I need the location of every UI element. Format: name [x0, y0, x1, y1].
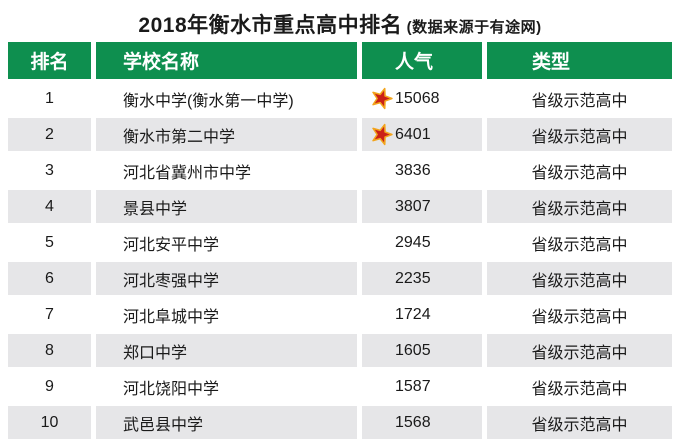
- star-placeholder: [369, 230, 395, 256]
- star-placeholder: [369, 158, 395, 184]
- type-cell: 省级示范高中: [487, 406, 672, 439]
- popularity-cell: 1587: [362, 370, 482, 403]
- type-cell: 省级示范高中: [487, 190, 672, 223]
- popularity-cell: 1605: [362, 334, 482, 367]
- star-placeholder: [369, 194, 395, 220]
- rank-cell: 5: [45, 233, 54, 251]
- type-cell: 省级示范高中: [487, 262, 672, 295]
- star-placeholder: [369, 302, 395, 328]
- popularity-value: 6401: [395, 125, 431, 143]
- table-row: 2 衡水市第二中学 6401 省级示范高中: [8, 118, 672, 151]
- popularity-cell: 1724: [362, 298, 482, 331]
- table-row: 5 河北安平中学 2945 省级示范高中: [8, 226, 672, 259]
- rank-cell: 3: [45, 161, 54, 179]
- popularity-value: 1587: [395, 377, 431, 395]
- table-row: 3 河北省冀州市中学 3836 省级示范高中: [8, 154, 672, 187]
- rank-cell: 9: [45, 377, 54, 395]
- rank-cell: 1: [45, 89, 54, 107]
- rank-cell: 7: [45, 305, 54, 323]
- table-row: 8 郑口中学 1605 省级示范高中: [8, 334, 672, 367]
- title-main: 2018年衡水市重点高中排名: [138, 14, 403, 37]
- star-placeholder: [369, 266, 395, 292]
- popularity-value: 1568: [395, 413, 431, 431]
- school-name-cell: 景县中学: [96, 190, 357, 223]
- page-title: 2018年衡水市重点高中排名 (数据来源于有途网): [0, 0, 680, 40]
- popularity-value: 1724: [395, 305, 431, 323]
- rank-cell: 10: [8, 406, 91, 439]
- table-row: 10 武邑县中学 1568 省级示范高中: [8, 406, 672, 439]
- school-name-cell: 武邑县中学: [96, 406, 357, 439]
- type-cell: 省级示范高中: [531, 308, 628, 326]
- table-header: 排名 学校名称 人气 类型: [8, 42, 672, 79]
- table-row: 7 河北阜城中学 1724 省级示范高中: [8, 298, 672, 331]
- type-cell: 省级示范高中: [531, 164, 628, 182]
- rank-cell: 4: [8, 190, 91, 223]
- type-cell: 省级示范高中: [487, 334, 672, 367]
- popularity-cell: 6401: [362, 118, 482, 151]
- school-name-cell: 河北阜城中学: [123, 308, 220, 326]
- popularity-cell: 15068: [362, 82, 482, 115]
- popularity-cell: 1568: [362, 406, 482, 439]
- school-name-cell: 河北饶阳中学: [123, 380, 220, 398]
- rank-cell: 6: [8, 262, 91, 295]
- rank-cell: 8: [8, 334, 91, 367]
- popularity-cell: 3807: [362, 190, 482, 223]
- header-school: 学校名称: [96, 42, 357, 79]
- popularity-value: 2235: [395, 269, 431, 287]
- school-name-cell: 衡水中学(衡水第一中学): [123, 92, 294, 110]
- popularity-value: 3836: [395, 161, 431, 179]
- popularity-cell: 2235: [362, 262, 482, 295]
- school-name-cell: 河北枣强中学: [96, 262, 357, 295]
- table-row: 1 衡水中学(衡水第一中学) 15068 省级示范高中: [8, 82, 672, 115]
- popularity-value: 1605: [395, 341, 431, 359]
- rank-cell: 2: [8, 118, 91, 151]
- table-header-row: 排名 学校名称 人气 类型: [8, 42, 672, 79]
- title-note: (数据来源于有途网): [406, 19, 542, 36]
- type-cell: 省级示范高中: [531, 236, 628, 254]
- header-type: 类型: [487, 42, 672, 79]
- popularity-value: 2945: [395, 233, 431, 251]
- star-placeholder: [369, 374, 395, 400]
- popularity-cell: 3836: [362, 154, 482, 187]
- school-name-cell: 衡水市第二中学: [96, 118, 357, 151]
- ranking-table: 排名 学校名称 人气 类型 1 衡水中学(衡水第一中学) 15068 省级示范高中 2 衡…: [8, 42, 672, 439]
- star-placeholder: [369, 410, 395, 436]
- header-popularity: 人气: [362, 42, 482, 79]
- popularity-value: 15068: [395, 89, 440, 107]
- star-icon: [369, 122, 395, 148]
- school-name-cell: 河北省冀州市中学: [123, 164, 252, 182]
- school-name-cell: 郑口中学: [96, 334, 357, 367]
- popularity-cell: 2945: [362, 226, 482, 259]
- type-cell: 省级示范高中: [487, 118, 672, 151]
- star-icon: [369, 86, 395, 112]
- table-body: 1 衡水中学(衡水第一中学) 15068 省级示范高中 2 衡水市第二中学 6401 省级示范…: [8, 82, 672, 439]
- star-placeholder: [369, 338, 395, 364]
- table-row: 4 景县中学 3807 省级示范高中: [8, 190, 672, 223]
- table-row: 6 河北枣强中学 2235 省级示范高中: [8, 262, 672, 295]
- header-rank: 排名: [8, 42, 91, 79]
- type-cell: 省级示范高中: [531, 380, 628, 398]
- school-name-cell: 河北安平中学: [123, 236, 220, 254]
- table-row: 9 河北饶阳中学 1587 省级示范高中: [8, 370, 672, 403]
- popularity-value: 3807: [395, 197, 431, 215]
- type-cell: 省级示范高中: [531, 92, 628, 110]
